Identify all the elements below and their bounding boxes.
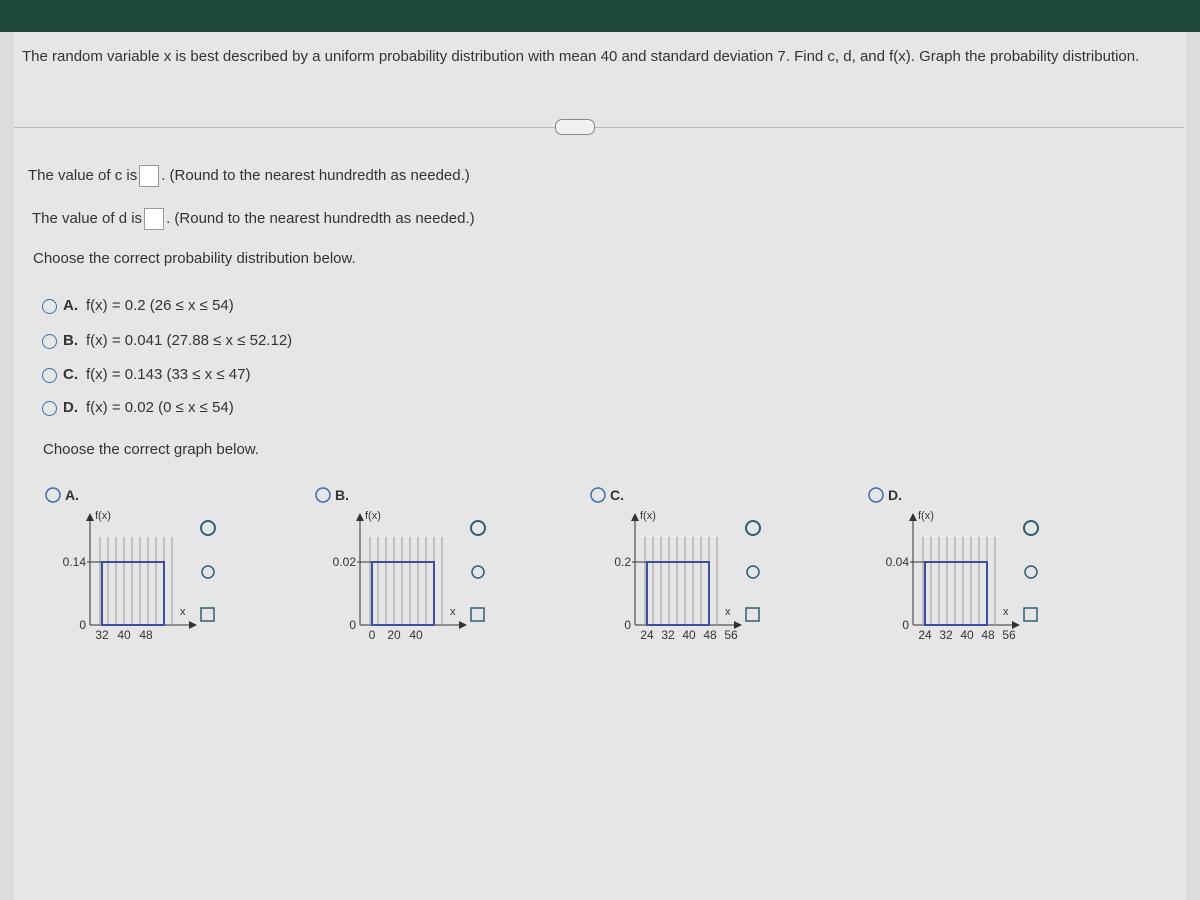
x-axis-label: x [1003,606,1009,618]
y-axis-label: f(x) [918,510,934,522]
graph-letter: D. [888,487,902,503]
x-arrow [734,621,742,629]
answer-box[interactable] [139,165,160,187]
x-tick-label: 48 [703,628,717,642]
open-icon[interactable] [200,607,215,622]
x-tick-label: 40 [682,628,696,642]
graph-letter: B. [335,487,349,503]
option-letter: C. [63,366,78,383]
distribution-rect [646,561,710,626]
x-tick-label: 32 [95,628,109,642]
option-letter: D. [63,399,78,416]
radio[interactable] [42,367,57,383]
zoom-in-icon[interactable] [745,520,761,536]
option[interactable]: A. f(x) = 0.2 (26 ≤ x ≤ 54) [42,297,234,314]
option-letter: B. [63,332,78,349]
question: The random variable x is best described … [22,48,1140,65]
zoom-out-icon[interactable] [201,565,215,579]
y-tick-label: 0.02 [333,555,357,569]
input-note: . (Round to the nearest hundredth as nee… [166,209,475,227]
option-text: f(x) = 0.041 (27.88 ≤ x ≤ 52.12) [86,332,293,349]
zoom-in-icon[interactable] [470,520,486,536]
x-arrow [1012,621,1020,629]
x-tick-label: 48 [981,628,995,642]
separator [14,127,1184,128]
zoom-out-icon[interactable] [746,565,760,579]
option-text: f(x) = 0.02 (0 ≤ x ≤ 54) [86,399,234,416]
x-tick-label: 40 [960,628,974,642]
graph-letter: A. [65,487,79,503]
x-tick-label: 40 [117,628,131,642]
y-tick-label: 0 [624,618,631,632]
panel [14,32,1186,900]
x-arrow [189,621,197,629]
y-axis-label: f(x) [640,510,656,522]
answer-box[interactable] [144,208,165,230]
top-bar [0,0,1200,32]
y-arrow [86,513,94,521]
distribution-rect [371,561,435,626]
prompt: Choose the correct probability distribut… [33,250,356,267]
input-row: The value of d is . (Round to the nearest… [32,208,475,230]
radio[interactable] [42,298,57,314]
option-letter: A. [63,297,78,314]
input-row: The value of c is . (Round to the nearest… [28,165,470,187]
zoom-in-icon[interactable] [200,520,216,536]
x-axis-label: x [180,606,186,618]
y-tick-label: 0 [79,618,86,632]
x-axis-label: x [725,606,731,618]
input-label: The value of d is [32,209,143,227]
option-text: f(x) = 0.143 (33 ≤ x ≤ 47) [86,366,251,383]
y-tick-label: 0.2 [614,555,631,569]
x-arrow [459,621,467,629]
option[interactable]: B. f(x) = 0.041 (27.88 ≤ x ≤ 52.12) [42,332,292,349]
x-tick-label: 40 [409,628,423,642]
x-tick-label: 48 [139,628,153,642]
radio[interactable] [42,400,57,416]
open-icon[interactable] [745,607,760,622]
radio[interactable] [42,333,57,349]
distribution-rect [101,561,165,626]
zoom-out-icon[interactable] [1024,565,1038,579]
open-icon[interactable] [1023,607,1038,622]
option[interactable]: D. f(x) = 0.02 (0 ≤ x ≤ 54) [42,399,234,416]
y-tick-label: 0.04 [886,555,910,569]
y-arrow [631,513,639,521]
y-tick-label: 0 [902,618,909,632]
y-arrow [909,513,917,521]
radio[interactable] [868,487,884,503]
y-tick-label: 0.14 [63,555,87,569]
x-tick-label: 56 [1002,628,1016,642]
graph-letter: C. [610,487,624,503]
x-tick-label: 32 [939,628,953,642]
prompt: Choose the correct graph below. [43,441,259,458]
y-axis-label: f(x) [95,510,111,522]
input-label: The value of c is [28,166,138,184]
zoom-in-icon[interactable] [1023,520,1039,536]
x-tick-label: 56 [724,628,738,642]
option-text: f(x) = 0.2 (26 ≤ x ≤ 54) [86,297,234,314]
distribution-rect [924,561,988,626]
x-tick-label: 0 [369,628,376,642]
input-note: . (Round to the nearest hundredth as nee… [161,166,470,184]
open-icon[interactable] [470,607,485,622]
y-axis-label: f(x) [365,510,381,522]
more-button[interactable] [555,119,595,135]
option[interactable]: C. f(x) = 0.143 (33 ≤ x ≤ 47) [42,366,250,383]
x-tick-label: 32 [661,628,675,642]
radio[interactable] [315,487,331,503]
zoom-out-icon[interactable] [471,565,485,579]
x-tick-label: 20 [387,628,401,642]
y-tick-label: 0 [349,618,356,632]
x-tick-label: 24 [640,628,654,642]
radio[interactable] [590,487,606,503]
y-arrow [356,513,364,521]
x-tick-label: 24 [918,628,932,642]
radio[interactable] [45,487,61,503]
x-axis-label: x [450,606,456,618]
